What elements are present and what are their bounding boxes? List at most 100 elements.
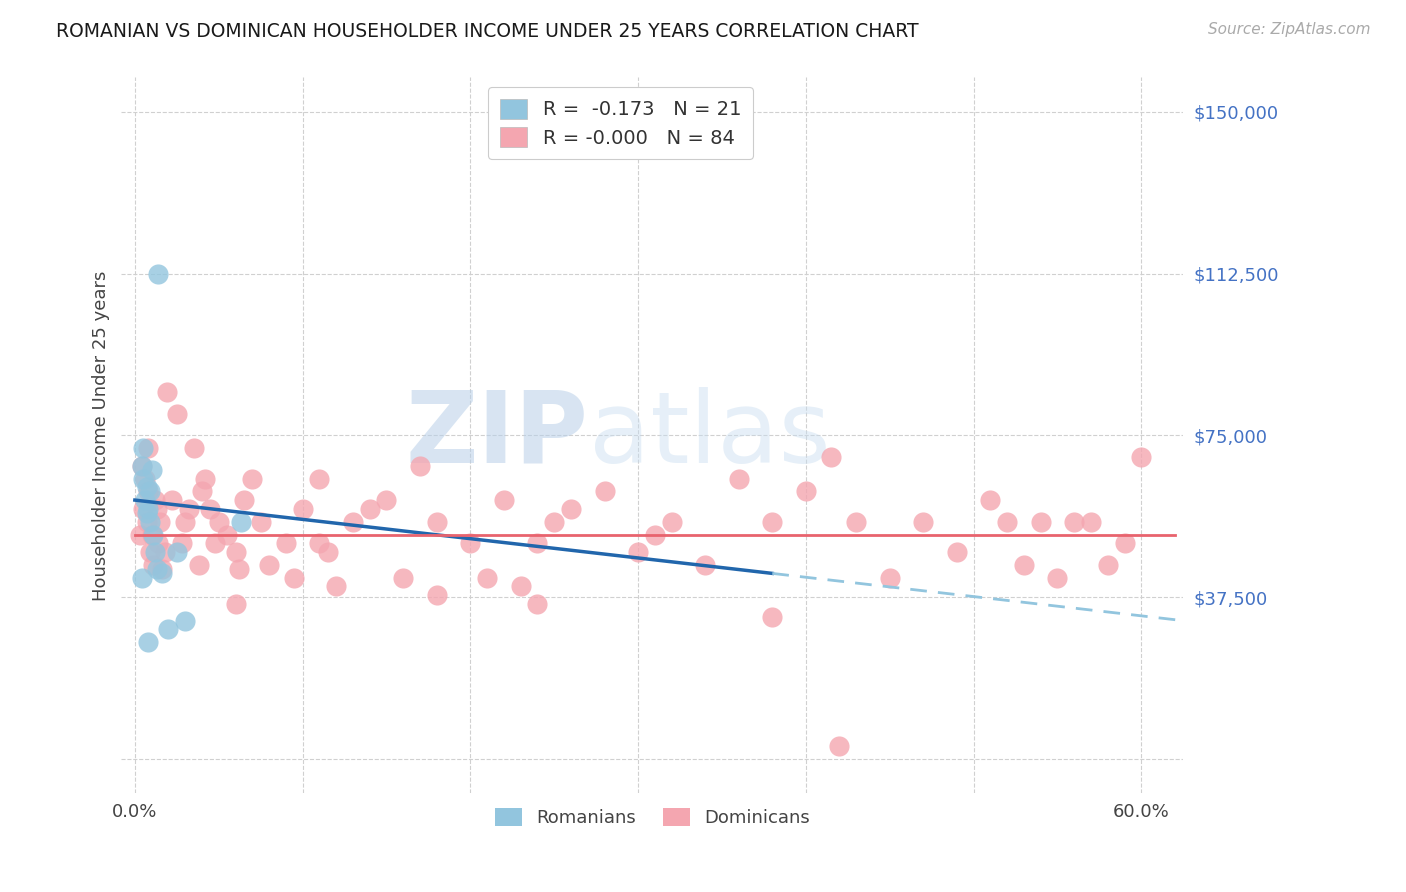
Point: [240, 471, 263, 485]
Point: [166, 407, 188, 421]
Point: [995, 515, 1018, 529]
Point: [761, 515, 783, 529]
Point: [170, 536, 193, 550]
Y-axis label: Householder Income Under 25 years: Householder Income Under 25 years: [93, 270, 110, 600]
Point: [879, 571, 901, 585]
Point: [132, 471, 155, 485]
Point: [204, 536, 226, 550]
Point: [509, 579, 531, 593]
Point: [136, 635, 159, 649]
Point: [132, 501, 155, 516]
Point: [695, 558, 717, 572]
Point: [194, 471, 217, 485]
Point: [225, 545, 247, 559]
Point: [727, 471, 749, 485]
Point: [475, 571, 498, 585]
Point: [794, 484, 817, 499]
Point: [257, 558, 280, 572]
Point: [139, 545, 162, 559]
Point: [1097, 558, 1119, 572]
Point: [131, 458, 153, 473]
Point: [845, 515, 868, 529]
Point: [274, 536, 297, 550]
Point: [136, 501, 159, 516]
Point: [1063, 515, 1085, 529]
Point: [283, 571, 305, 585]
Text: atlas: atlas: [589, 387, 831, 483]
Point: [142, 558, 165, 572]
Point: [560, 501, 582, 516]
Point: [200, 501, 222, 516]
Point: [225, 597, 247, 611]
Point: [149, 515, 172, 529]
Point: [325, 579, 347, 593]
Point: [150, 562, 173, 576]
Point: [1114, 536, 1136, 550]
Point: [157, 623, 180, 637]
Point: [543, 515, 565, 529]
Point: [135, 515, 157, 529]
Point: [820, 450, 842, 464]
Point: [492, 493, 515, 508]
Point: [979, 493, 1001, 508]
Point: [136, 442, 159, 456]
Point: [134, 471, 156, 485]
Point: [375, 493, 398, 508]
Text: Source: ZipAtlas.com: Source: ZipAtlas.com: [1208, 22, 1371, 37]
Point: [160, 493, 183, 508]
Legend: Romanians, Dominicans: Romanians, Dominicans: [488, 801, 817, 834]
Point: [217, 527, 239, 541]
Point: [143, 545, 166, 559]
Point: [131, 458, 153, 473]
Point: [912, 515, 935, 529]
Point: [1012, 558, 1035, 572]
Point: [946, 545, 969, 559]
Point: [359, 501, 381, 516]
Point: [232, 493, 254, 508]
Point: [342, 515, 364, 529]
Point: [291, 501, 314, 516]
Point: [143, 493, 166, 508]
Point: [174, 515, 197, 529]
Point: [627, 545, 650, 559]
Point: [134, 493, 156, 508]
Point: [187, 558, 209, 572]
Point: [153, 545, 176, 559]
Point: [229, 515, 252, 529]
Point: [177, 501, 200, 516]
Point: [142, 527, 165, 541]
Point: [228, 562, 250, 576]
Point: [426, 588, 449, 602]
Text: ZIP: ZIP: [406, 387, 589, 483]
Point: [141, 527, 163, 541]
Point: [828, 739, 851, 753]
Point: [139, 515, 162, 529]
Point: [661, 515, 683, 529]
Point: [526, 536, 548, 550]
Point: [1080, 515, 1102, 529]
Point: [308, 471, 330, 485]
Point: [166, 545, 188, 559]
Point: [426, 515, 449, 529]
Point: [409, 458, 432, 473]
Point: [156, 385, 179, 400]
Point: [208, 515, 231, 529]
Point: [316, 545, 339, 559]
Point: [135, 480, 157, 494]
Point: [761, 609, 783, 624]
Point: [141, 463, 163, 477]
Point: [1029, 515, 1052, 529]
Point: [145, 562, 167, 576]
Point: [145, 501, 167, 516]
Point: [148, 267, 170, 281]
Point: [132, 442, 155, 456]
Point: [392, 571, 415, 585]
Point: [526, 597, 548, 611]
Point: [174, 614, 197, 628]
Point: [136, 484, 159, 499]
Point: [191, 484, 214, 499]
Point: [308, 536, 330, 550]
Point: [1130, 450, 1153, 464]
Point: [249, 515, 271, 529]
Point: [150, 566, 173, 581]
